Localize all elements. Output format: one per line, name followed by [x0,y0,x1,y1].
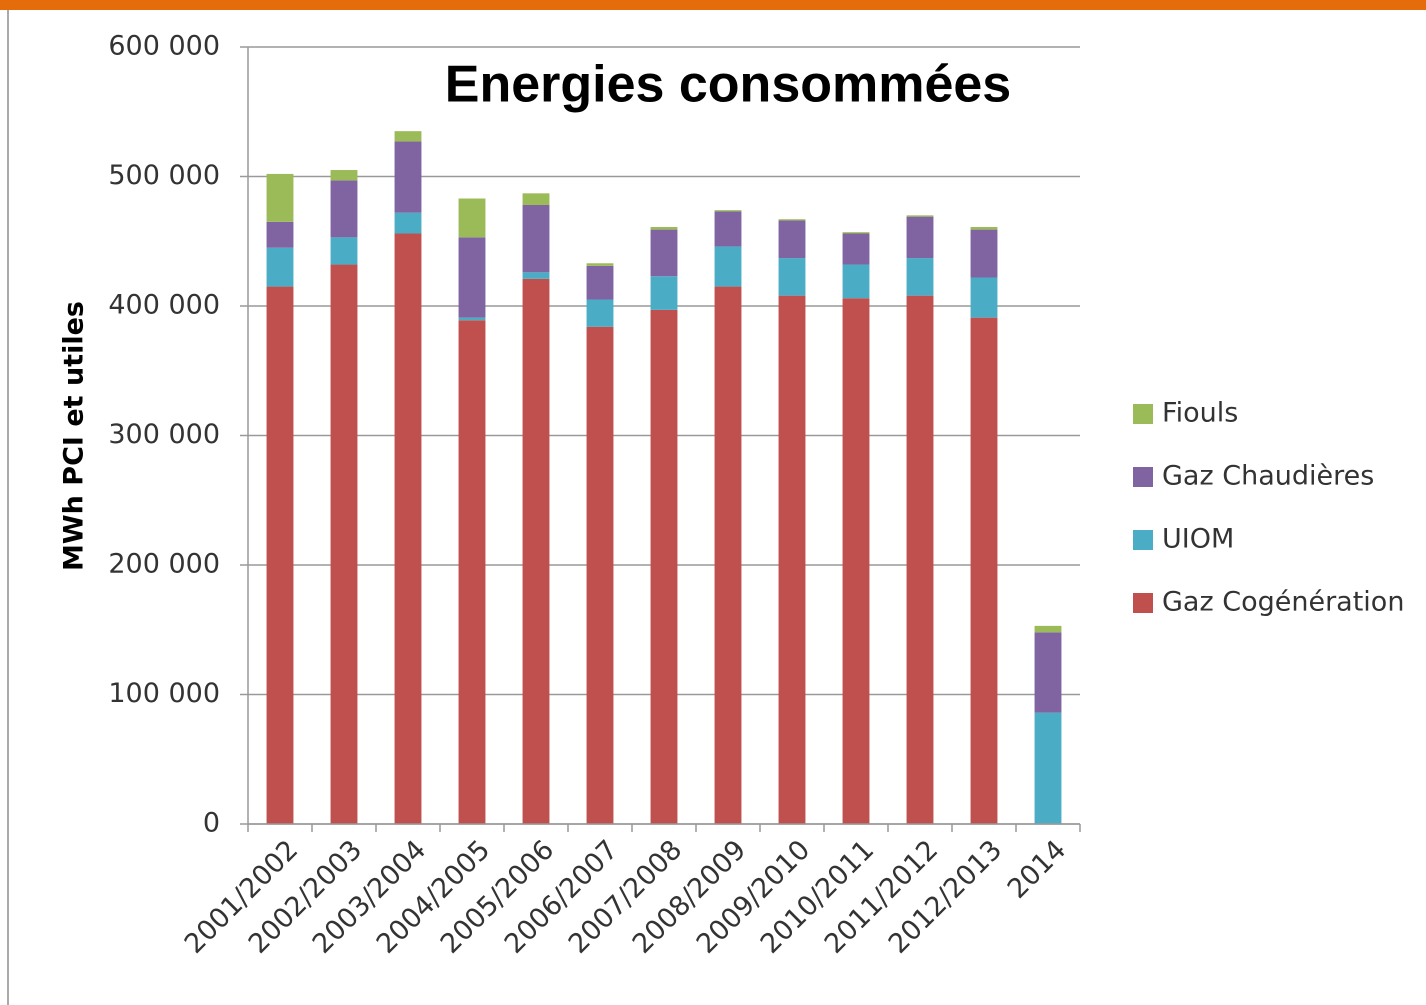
bar-segment [266,173,294,222]
y-tick-label: 600 000 [108,31,220,62]
bar-segment [650,309,678,824]
legend-swatch [1133,404,1153,424]
bar-segment [586,265,614,300]
legend-label: UIOM [1162,524,1234,555]
bar-segment [842,298,870,825]
legend-swatch [1133,530,1153,550]
y-tick-label: 300 000 [108,419,220,450]
bar-segment [586,263,614,266]
legend-label: Gaz Chaudières [1162,461,1374,492]
y-tick-label: 100 000 [108,678,220,709]
legend-swatch [1133,467,1153,487]
chart-title: Energies consommées [445,56,1011,114]
bar-segment [394,141,422,213]
bar-segment [330,264,358,824]
bar-segment [330,237,358,265]
y-axis-label: MWh PCI et utiles [59,301,90,571]
bar-segment [458,198,486,238]
bar-segment [650,229,678,277]
bar-segment [842,264,870,299]
bar-segment [650,276,678,310]
bar-segment [266,286,294,824]
legend-swatch [1133,593,1153,613]
bar-segment [522,204,550,273]
bar-segment [714,246,742,287]
bar-segment [330,180,358,238]
bar-segment [586,299,614,327]
y-tick-label: 200 000 [108,549,220,580]
bar-segment [522,193,550,205]
bar-segment [714,286,742,824]
y-tick-label: 500 000 [108,160,220,191]
bar-segment [1034,625,1062,633]
bar-segment [906,215,934,217]
bar-segment [970,227,998,230]
bar-segment [458,317,486,321]
bar-segment [778,219,806,221]
top-border [0,0,1426,10]
bar-segment [778,295,806,824]
bar-segment [330,170,358,181]
bar-segment [266,221,294,248]
bar-segment [906,258,934,296]
y-tick-label: 0 [203,808,220,839]
bar-segment [778,258,806,296]
bar-segment [586,326,614,824]
bar-segment [394,233,422,825]
bar-segment [522,278,550,824]
bar-segment [650,227,678,230]
legend-label: Fiouls [1162,398,1238,429]
bar-segment [842,233,870,265]
bar-segment [970,229,998,278]
bar-segment [1034,712,1062,824]
bar-segment [266,247,294,287]
bar-segment [714,211,742,247]
bar-segment [458,320,486,824]
bar-segment [714,210,742,212]
bar-segment [906,295,934,824]
bar-segment [522,272,550,279]
bar-segment [906,216,934,259]
bar-segment [970,317,998,824]
bar-segment [778,220,806,259]
bar-segment [458,237,486,318]
y-tick-label: 400 000 [108,290,220,321]
legend-label: Gaz Cogénération [1162,587,1404,618]
bar-segment [394,131,422,142]
x-tick-label: 2014 [1002,834,1073,905]
bar-segment [970,277,998,318]
bar-segment [842,232,870,234]
bar-segment [1034,632,1062,713]
bar-segment [394,212,422,234]
